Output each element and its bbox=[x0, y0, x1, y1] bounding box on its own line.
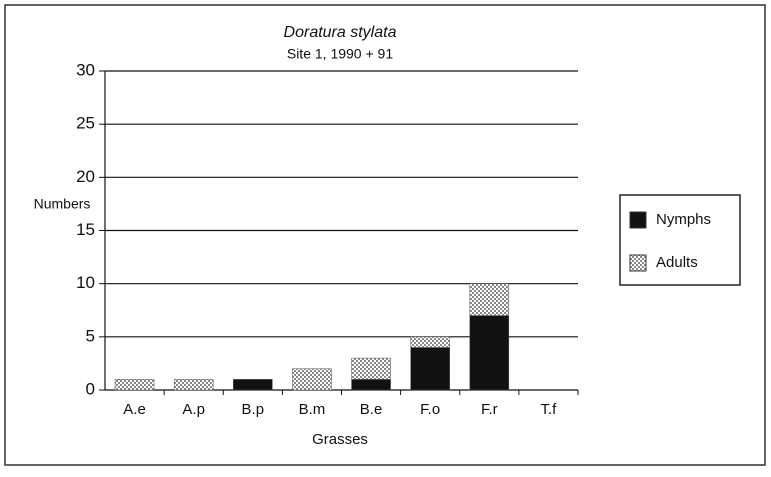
bar-segment bbox=[410, 347, 450, 391]
y-axis-label: Numbers bbox=[34, 196, 91, 212]
frame bbox=[4, 4, 766, 466]
y-tick-label: 10 bbox=[76, 273, 95, 292]
x-tick-label: B.m bbox=[299, 401, 326, 418]
legend-swatch bbox=[629, 254, 647, 272]
x-tick-label: T.f bbox=[541, 401, 558, 418]
x-tick-label: B.p bbox=[242, 401, 265, 418]
y-tick-label: 20 bbox=[76, 167, 95, 186]
x-tick-label: F.r bbox=[481, 401, 498, 418]
y-tick-label: 30 bbox=[76, 60, 95, 79]
bar-segment bbox=[469, 315, 510, 391]
legend-label: Adults bbox=[656, 254, 698, 271]
bar-segment bbox=[351, 357, 391, 380]
bar-segment bbox=[233, 379, 273, 391]
chart-title: Doratura stylata bbox=[284, 24, 397, 41]
bar-segment bbox=[292, 368, 332, 391]
x-tick-label: A.p bbox=[182, 401, 205, 418]
legend-label: Nymphs bbox=[656, 211, 711, 228]
bar-segment bbox=[469, 283, 510, 316]
y-tick-label: 25 bbox=[76, 114, 95, 133]
bar-segment bbox=[173, 379, 214, 391]
y-tick-label: 5 bbox=[86, 326, 95, 345]
bar-segment bbox=[410, 336, 450, 348]
x-tick-label: B.e bbox=[360, 401, 383, 418]
bar-segment bbox=[351, 379, 391, 391]
legend-swatch bbox=[629, 211, 647, 229]
x-tick-label: A.e bbox=[123, 401, 146, 418]
bar-segment bbox=[114, 379, 155, 391]
chart-subtitle: Site 1, 1990 + 91 bbox=[287, 46, 393, 62]
x-tick-label: F.o bbox=[420, 401, 440, 418]
x-axis-label: Grasses bbox=[312, 431, 368, 448]
y-tick-label: 0 bbox=[86, 379, 95, 398]
y-tick-label: 15 bbox=[76, 220, 95, 239]
